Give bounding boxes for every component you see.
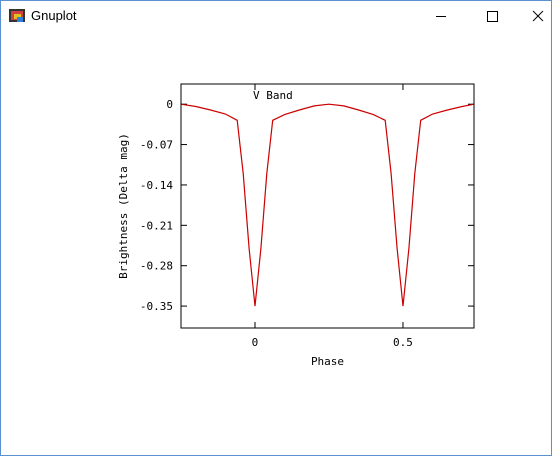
maximize-button[interactable] <box>487 11 498 22</box>
y-axis-label: Brightness (Delta mag) <box>117 133 130 279</box>
window-title: Gnuplot <box>31 8 77 23</box>
title-bar: Gnuplot <box>1 1 551 31</box>
y-tick-label: -0.07 <box>140 139 173 152</box>
chart: 0 -0.07 -0.14 -0.21 -0.28 -0.35 0 0.5 Phase Brigh… <box>117 83 475 368</box>
y-tick-label: 0 <box>166 98 173 111</box>
data-line <box>180 103 475 307</box>
y-tick-label: -0.21 <box>140 219 173 232</box>
x-tick-label: 0 <box>252 336 259 349</box>
y-tick-label: -0.28 <box>140 260 173 273</box>
x-tick-label: 0.5 <box>393 336 413 349</box>
y-tick-label: -0.35 <box>140 300 173 313</box>
window-buttons <box>436 10 544 22</box>
app-icon <box>9 9 25 22</box>
x-axis-label: Phase <box>311 355 344 368</box>
y-tick-label: -0.14 <box>140 179 173 192</box>
legend-label: V Band <box>253 89 293 102</box>
close-button[interactable] <box>532 10 544 22</box>
plot-frame <box>180 83 475 329</box>
